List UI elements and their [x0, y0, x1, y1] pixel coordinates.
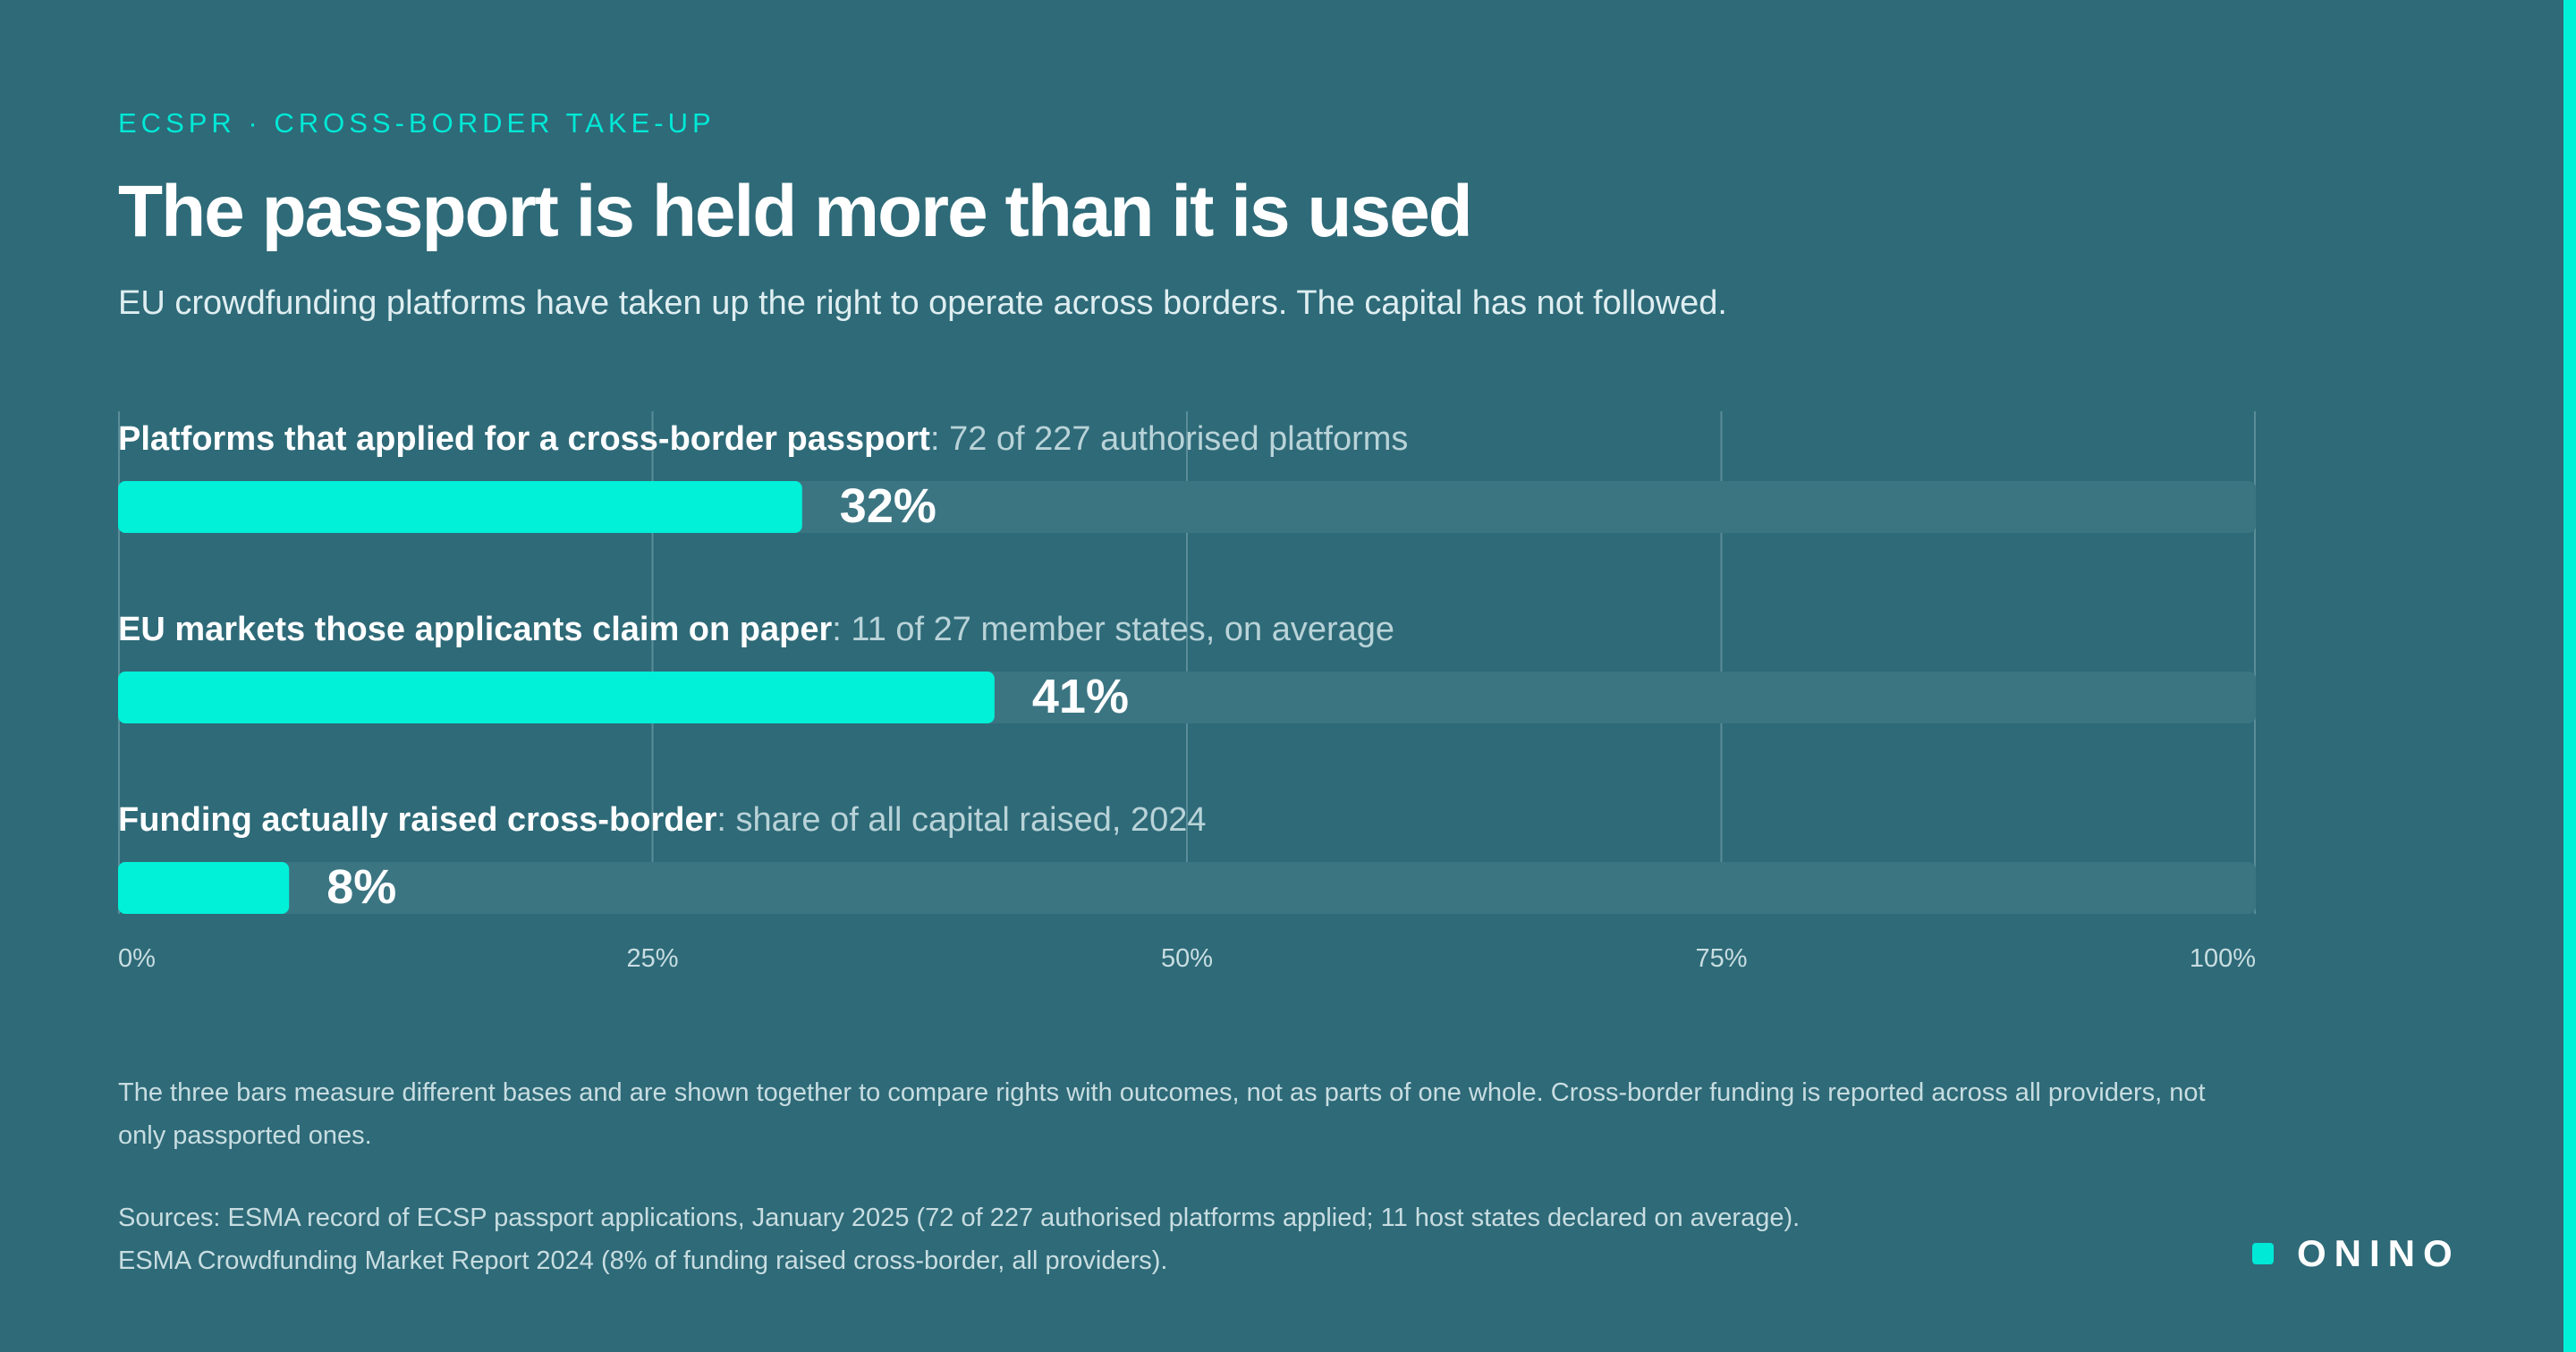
footnote: The three bars measure different bases a… [118, 1078, 2206, 1150]
bar [118, 862, 290, 914]
x-tick-label: 0% [118, 944, 156, 973]
bar [118, 672, 995, 723]
accent-stripe [2563, 0, 2576, 1352]
category-name: Platforms that applied for a cross-borde… [118, 420, 930, 458]
sources-note: Sources: ESMA record of ECSP passport ap… [118, 1204, 1801, 1275]
x-tick-label: 50% [1160, 944, 1214, 973]
chart-canvas [118, 411, 2256, 914]
category-detail: : 72 of 227 authorised platforms [929, 420, 1409, 458]
bar-category-label: Funding actually raised cross-border: sh… [118, 801, 1207, 840]
eyebrow-label: ECSPR · CROSS-BORDER TAKE-UP [118, 107, 716, 139]
x-tick-label: 25% [626, 944, 679, 973]
chart-subtitle: EU crowdfunding platforms have taken up … [118, 284, 1727, 322]
bar-category-label: EU markets those applicants claim on pap… [118, 611, 1394, 649]
bar-value-label: 41% [1031, 670, 1129, 723]
x-tick-label: 75% [1695, 944, 1748, 973]
category-name: Funding actually raised cross-border [118, 801, 717, 839]
bar-track [118, 862, 2256, 914]
onino-logo: ONINO [2252, 1232, 2461, 1275]
bar-value-label: 32% [839, 479, 936, 533]
category-detail: : 11 of 27 member states, on average [832, 611, 1395, 648]
category-detail: : share of all capital raised, 2024 [716, 801, 1207, 839]
logo-text: ONINO [2297, 1232, 2461, 1274]
bar [118, 481, 802, 533]
bar-value-label: 8% [326, 860, 397, 914]
x-tick-label: 100% [2189, 944, 2256, 973]
category-name: EU markets those applicants claim on pap… [118, 611, 833, 648]
bar-category-label: Platforms that applied for a cross-borde… [118, 420, 1408, 459]
logo-square-icon [2252, 1243, 2274, 1264]
bar-chart: Platforms that applied for a cross-borde… [118, 411, 2258, 1001]
chart-title: The passport is held more than it is use… [118, 171, 1473, 252]
